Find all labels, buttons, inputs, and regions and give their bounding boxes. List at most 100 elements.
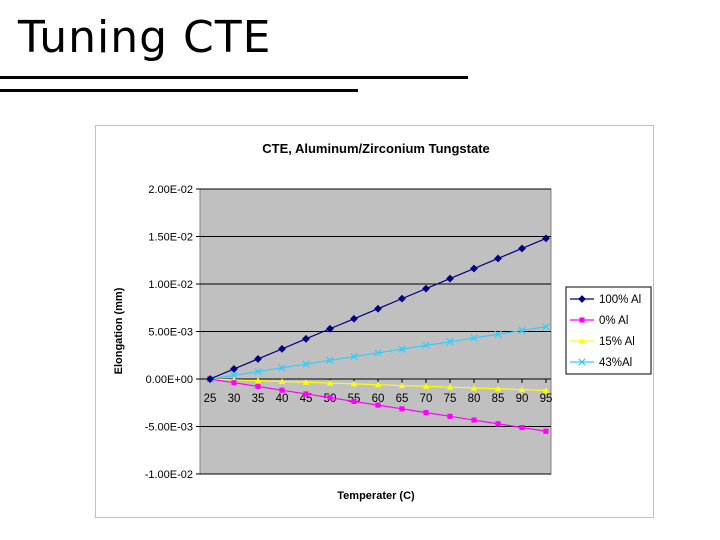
marker-stroke xyxy=(518,326,526,335)
legend-entry: 15% Al xyxy=(570,336,635,348)
data-point xyxy=(326,324,334,333)
x-tick-label: 70 xyxy=(420,393,433,405)
x-tick-label: 80 xyxy=(468,393,481,405)
y-tick-label: -1.00E-02 xyxy=(145,469,193,481)
legend: 100% Al 0% Al 15% Al 43%Al xyxy=(565,286,652,375)
x-axis-label: Temperater (C) xyxy=(337,490,415,502)
y-tick-label: 1.00E-02 xyxy=(148,279,193,291)
x-tick-label: 40 xyxy=(276,393,289,405)
marker-stroke xyxy=(578,358,586,366)
marker-stroke xyxy=(398,345,406,353)
legend-label: 0% Al xyxy=(599,315,628,327)
legend-entry: 0% Al xyxy=(570,315,628,327)
data-point xyxy=(350,352,358,361)
data-point xyxy=(423,410,429,416)
slide-title: Tuning CTE xyxy=(18,12,272,63)
x-tick-label: 25 xyxy=(204,393,217,405)
data-point xyxy=(398,345,406,353)
data-point xyxy=(278,344,286,353)
legend-marker xyxy=(579,317,585,323)
data-point xyxy=(447,413,453,419)
marker-stroke xyxy=(302,360,310,368)
data-point xyxy=(302,360,310,368)
data-point xyxy=(279,387,285,393)
data-point xyxy=(351,398,357,404)
series-lines xyxy=(206,234,550,434)
data-point xyxy=(422,284,430,293)
data-point xyxy=(326,379,334,386)
data-point xyxy=(398,294,406,303)
series-100-al xyxy=(206,234,550,383)
data-point xyxy=(254,377,262,384)
y-tick-label: 5.00E-03 xyxy=(148,327,193,339)
data-point xyxy=(375,402,381,408)
data-point xyxy=(470,334,478,342)
marker-stroke xyxy=(350,352,358,361)
data-point xyxy=(231,380,237,386)
data-point xyxy=(374,349,382,357)
y-tick-label: 2.00E-02 xyxy=(148,184,193,196)
data-point xyxy=(519,424,525,431)
data-point xyxy=(446,383,454,390)
data-point xyxy=(350,314,358,323)
legend-label: 15% Al xyxy=(599,336,635,348)
marker-stroke xyxy=(254,367,262,376)
marker-stroke xyxy=(422,341,430,350)
data-point xyxy=(495,421,501,427)
data-point xyxy=(470,264,478,273)
data-point xyxy=(422,341,430,350)
data-point xyxy=(542,234,550,243)
x-tick-label: 65 xyxy=(396,393,409,405)
marker-stroke xyxy=(494,330,502,338)
data-point xyxy=(255,383,261,390)
data-point xyxy=(374,304,382,313)
data-point xyxy=(494,254,502,263)
data-point xyxy=(494,330,502,338)
data-point xyxy=(254,367,262,376)
data-point xyxy=(518,244,526,253)
x-tick-label: 90 xyxy=(516,393,529,405)
marker-stroke xyxy=(446,338,454,346)
y-axis-label: Elongation (mm) xyxy=(113,287,125,374)
data-point xyxy=(471,417,477,423)
legend-marker xyxy=(578,295,586,303)
data-point xyxy=(327,395,333,401)
data-point xyxy=(518,386,526,393)
data-point xyxy=(302,379,310,385)
legend-entry: 43%Al xyxy=(570,357,632,369)
data-point xyxy=(278,364,286,372)
legend-entry: 100% Al xyxy=(570,294,641,306)
data-point xyxy=(494,385,502,392)
legend-label: 43%Al xyxy=(599,357,632,369)
x-tick-label: 85 xyxy=(492,393,505,405)
marker-stroke xyxy=(374,349,382,357)
data-point xyxy=(326,356,334,365)
x-tick-label: 35 xyxy=(252,393,265,405)
data-point xyxy=(398,382,406,389)
chart-frame: CTE, Aluminum/Zirconium Tungstate -1.00E… xyxy=(95,125,654,518)
x-tick-label: 45 xyxy=(300,393,313,405)
marker-stroke xyxy=(230,371,238,379)
data-point xyxy=(399,406,405,412)
title-underline-short xyxy=(0,89,358,92)
data-point xyxy=(303,391,309,397)
data-point xyxy=(350,380,358,387)
data-point xyxy=(446,274,454,283)
cte-line-chart: CTE, Aluminum/Zirconium Tungstate -1.00E… xyxy=(113,141,652,502)
legend-marker xyxy=(578,337,586,344)
data-point xyxy=(278,378,286,385)
y-tick-label: -5.00E-03 xyxy=(145,422,193,434)
marker-stroke xyxy=(470,334,478,342)
marker-stroke xyxy=(542,323,550,331)
data-point xyxy=(446,338,454,346)
legend-marker xyxy=(578,358,586,366)
data-point xyxy=(302,334,310,343)
x-tick-label: 30 xyxy=(228,393,241,405)
data-point xyxy=(230,365,238,373)
marker-stroke xyxy=(278,364,286,372)
marker-stroke xyxy=(326,356,334,365)
data-point xyxy=(230,371,238,379)
data-point xyxy=(206,375,214,383)
data-point xyxy=(542,323,550,331)
legend-label: 100% Al xyxy=(599,294,641,306)
